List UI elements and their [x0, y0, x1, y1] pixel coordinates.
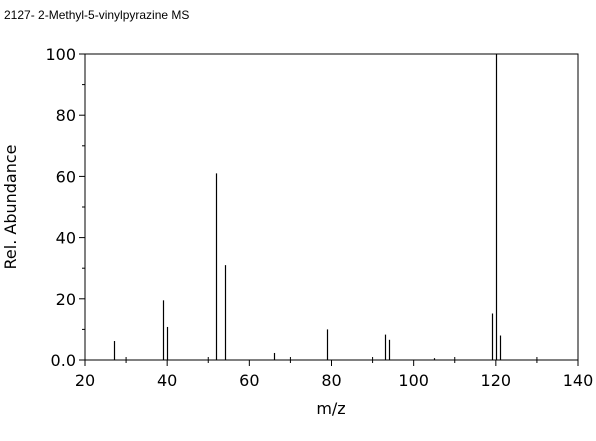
x-tick-label: 120 — [481, 371, 512, 390]
plot-frame — [84, 53, 579, 361]
chart-title: 2127- 2-Methyl-5-vinylpyrazine MS — [4, 8, 190, 22]
x-tick-label: 100 — [398, 371, 429, 390]
y-tick-label: 60 — [56, 167, 76, 186]
x-tick-label: 140 — [563, 371, 594, 390]
x-axis-label: m/z — [316, 399, 345, 418]
y-tick-label: 100 — [45, 45, 76, 64]
y-tick-label: 20 — [56, 290, 76, 309]
x-tick-label: 20 — [75, 371, 95, 390]
y-axis-ticks: 0.0 20 40 60 80 100 — [45, 45, 85, 370]
x-tick-label: 40 — [157, 371, 177, 390]
y-tick-label: 0.0 — [51, 351, 76, 370]
x-tick-label: 60 — [239, 371, 259, 390]
y-tick-label: 80 — [56, 106, 76, 125]
y-tick-label: 40 — [56, 229, 76, 248]
x-tick-label: 80 — [321, 371, 341, 390]
x-axis-ticks: 20 40 60 80 100 120 140 — [75, 357, 593, 390]
spectrum-peaks — [113, 54, 502, 360]
y-axis-label: Rel. Abundance — [1, 145, 20, 270]
